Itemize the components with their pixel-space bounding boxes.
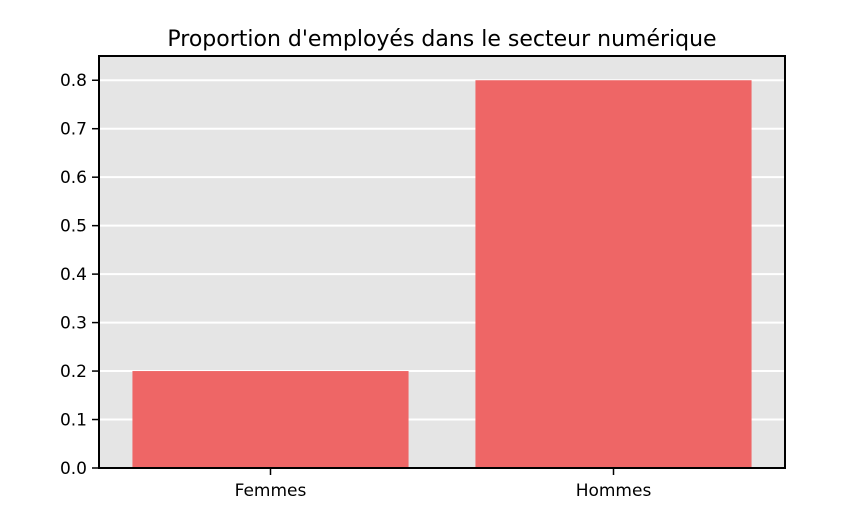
bar-hommes <box>475 80 752 468</box>
y-tick-label: 0.3 <box>60 314 87 334</box>
y-tick-label: 0.4 <box>60 265 87 285</box>
y-tick-label: 0.5 <box>60 217 87 237</box>
chart-title: Proportion d'employés dans le secteur nu… <box>167 27 716 52</box>
y-tick-label: 0.2 <box>60 362 87 382</box>
x-axis-ticks: Femmes Hommes <box>235 468 652 501</box>
y-tick-label: 0.8 <box>60 71 87 91</box>
y-axis-ticks: 0.0 0.1 0.2 0.3 0.4 0.5 0.6 0.7 0.8 <box>60 71 99 479</box>
plot-frame <box>98 55 786 469</box>
y-tick-label: 0.7 <box>60 120 87 140</box>
y-tick-label: 0.0 <box>60 459 87 479</box>
bar-layer <box>132 80 752 468</box>
y-tick-label: 0.1 <box>60 411 87 431</box>
bar-femmes <box>132 371 409 468</box>
axis-layer <box>98 55 786 469</box>
y-tick-label: 0.6 <box>60 168 87 188</box>
x-tick-label-femmes: Femmes <box>235 481 307 501</box>
x-tick-label-hommes: Hommes <box>576 481 652 501</box>
